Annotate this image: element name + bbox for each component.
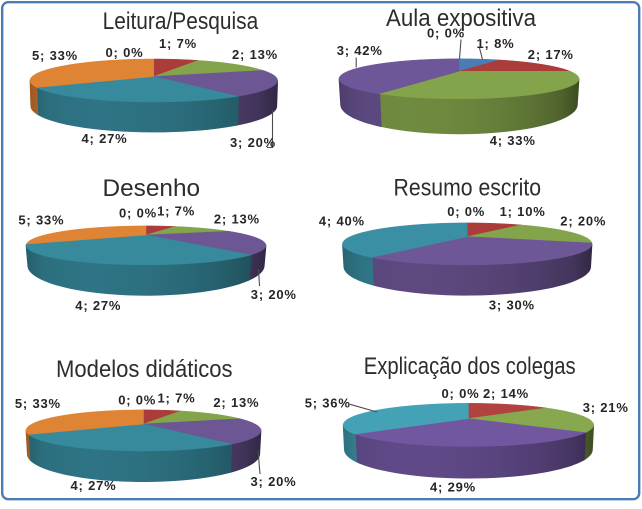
svg-text:Resumo escrito: Resumo escrito <box>394 175 542 202</box>
svg-text:1; 7%: 1; 7% <box>158 391 196 406</box>
svg-text:Desenho: Desenho <box>103 175 201 202</box>
svg-text:4; 33%: 4; 33% <box>490 133 536 148</box>
svg-text:5; 36%: 5; 36% <box>305 396 351 411</box>
svg-text:2; 13%: 2; 13% <box>232 47 278 62</box>
svg-text:3; 20%: 3; 20% <box>230 135 276 150</box>
svg-text:Explicação dos colegas: Explicação dos colegas <box>364 353 576 380</box>
svg-text:0; 0%: 0; 0% <box>427 26 465 41</box>
svg-text:3; 30%: 3; 30% <box>489 298 535 313</box>
svg-text:1; 7%: 1; 7% <box>159 36 197 51</box>
svg-text:3; 42%: 3; 42% <box>337 43 383 58</box>
svg-text:0; 0%: 0; 0% <box>119 206 157 221</box>
svg-text:5; 33%: 5; 33% <box>32 48 78 63</box>
svg-text:4; 27%: 4; 27% <box>75 298 121 313</box>
svg-text:0; 0%: 0; 0% <box>442 386 480 401</box>
svg-text:3; 20%: 3; 20% <box>251 287 297 302</box>
svg-text:3; 21%: 3; 21% <box>583 400 629 415</box>
svg-text:3; 20%: 3; 20% <box>251 474 297 489</box>
svg-text:1; 10%: 1; 10% <box>500 204 546 219</box>
svg-text:Aula expositiva: Aula expositiva <box>386 5 537 32</box>
svg-text:5; 33%: 5; 33% <box>18 212 64 227</box>
svg-text:5; 33%: 5; 33% <box>15 396 61 411</box>
svg-text:2; 20%: 2; 20% <box>560 213 606 228</box>
svg-text:4; 27%: 4; 27% <box>71 478 117 493</box>
svg-text:Modelos didáticos: Modelos didáticos <box>56 356 233 383</box>
svg-text:2; 17%: 2; 17% <box>528 47 574 62</box>
svg-text:1; 7%: 1; 7% <box>157 204 195 219</box>
svg-text:2; 13%: 2; 13% <box>214 212 260 227</box>
svg-text:4; 40%: 4; 40% <box>319 214 365 229</box>
svg-text:4; 27%: 4; 27% <box>82 131 128 146</box>
svg-text:4; 29%: 4; 29% <box>430 480 476 495</box>
svg-text:Leitura/Pesquisa: Leitura/Pesquisa <box>103 8 259 35</box>
svg-text:0; 0%: 0; 0% <box>447 204 485 219</box>
svg-text:0; 0%: 0; 0% <box>106 45 144 60</box>
svg-text:1; 8%: 1; 8% <box>477 36 515 51</box>
svg-text:2; 13%: 2; 13% <box>213 395 259 410</box>
svg-text:2; 14%: 2; 14% <box>483 386 529 401</box>
svg-text:0; 0%: 0; 0% <box>118 393 156 408</box>
